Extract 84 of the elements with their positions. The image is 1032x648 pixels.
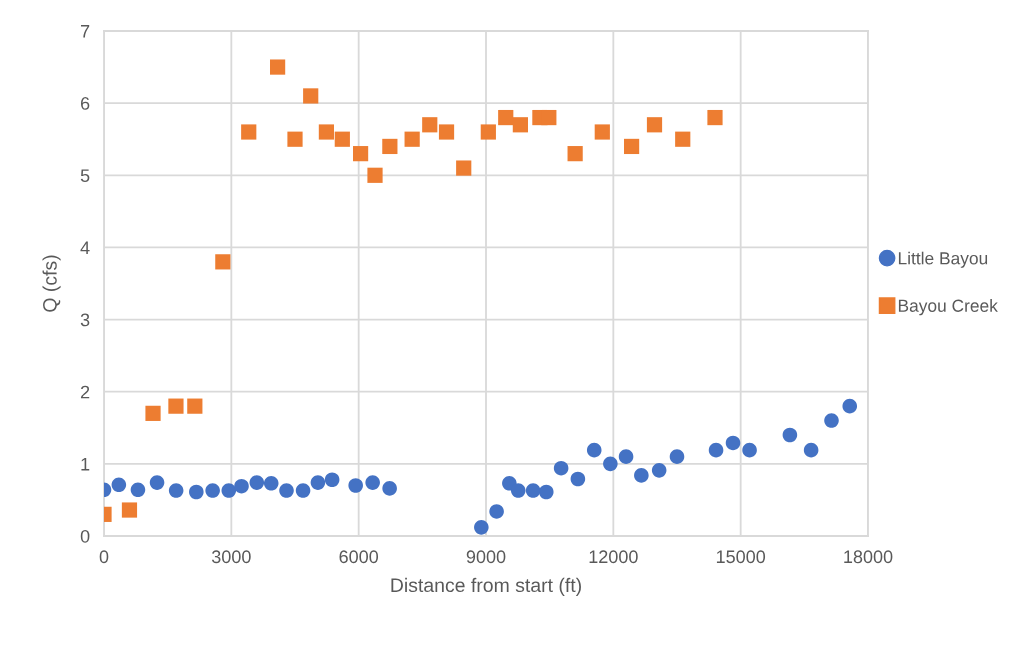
point [324,472,340,488]
y-tick-label: 1 [81,457,90,471]
point [365,475,380,490]
point [651,463,667,478]
point [498,109,514,126]
point [145,405,161,421]
point [725,435,741,451]
point [803,442,819,458]
point [189,484,204,500]
point [480,124,496,140]
point [215,254,231,270]
point [489,504,504,519]
point [525,483,541,498]
point [318,124,335,140]
x-axis-title: Distance from start (ft) [391,577,581,596]
point [234,478,249,494]
point [512,117,528,133]
point [367,167,383,183]
x-tick-label: 3000 [211,550,251,564]
point [382,138,398,155]
y-tick-label: 3 [80,313,90,327]
point [646,117,663,133]
point [269,59,286,75]
point [404,131,420,147]
x-tick-label: 6000 [339,550,379,564]
point [510,483,526,498]
y-tick-label: 6 [80,97,90,110]
point [782,427,798,443]
point [111,477,127,493]
point [707,109,723,126]
point [263,476,279,491]
y-tick-label: 4 [80,241,90,254]
y-tick-label: 7 [81,25,90,38]
point [382,481,397,496]
point [422,117,438,133]
point [348,478,363,493]
point [249,475,265,490]
x-tick-label: 12000 [589,550,638,564]
point [553,460,569,476]
point [130,482,146,498]
point [187,398,203,414]
point [279,483,294,498]
point [675,131,691,147]
point [121,502,138,518]
point [538,484,554,500]
point [634,468,649,483]
point [168,398,184,414]
point [295,483,311,498]
y-tick-label: 2 [80,385,90,399]
point [205,483,220,498]
point [287,131,303,147]
point [310,475,326,490]
point [842,398,858,414]
point [456,160,472,176]
y-axis-title: Q (cfs) [42,255,61,312]
point [708,442,724,458]
point [474,520,489,535]
legend-label: Little Bayou [898,251,988,268]
legend-label: Bayou Creek [898,299,998,316]
point [438,124,455,140]
x-tick-label: 9000 [466,550,506,564]
point [603,456,618,472]
point [168,483,184,498]
point [334,131,350,147]
point [618,449,634,464]
y-tick-label: 5 [80,169,90,183]
point [541,109,557,126]
y-tick-label: 0 [80,529,90,543]
point [669,449,685,464]
x-tick-label: 18000 [844,550,893,564]
point [303,88,319,104]
point [352,146,369,162]
x-tick-label: 15000 [716,550,766,564]
point [241,124,257,140]
point [594,124,610,140]
point [824,413,839,428]
point [623,138,640,155]
point [221,483,237,498]
point [742,442,757,458]
point [570,471,586,487]
x-tick-label: 0 [99,550,109,564]
point [149,475,165,490]
point [567,146,583,162]
point [586,442,602,458]
